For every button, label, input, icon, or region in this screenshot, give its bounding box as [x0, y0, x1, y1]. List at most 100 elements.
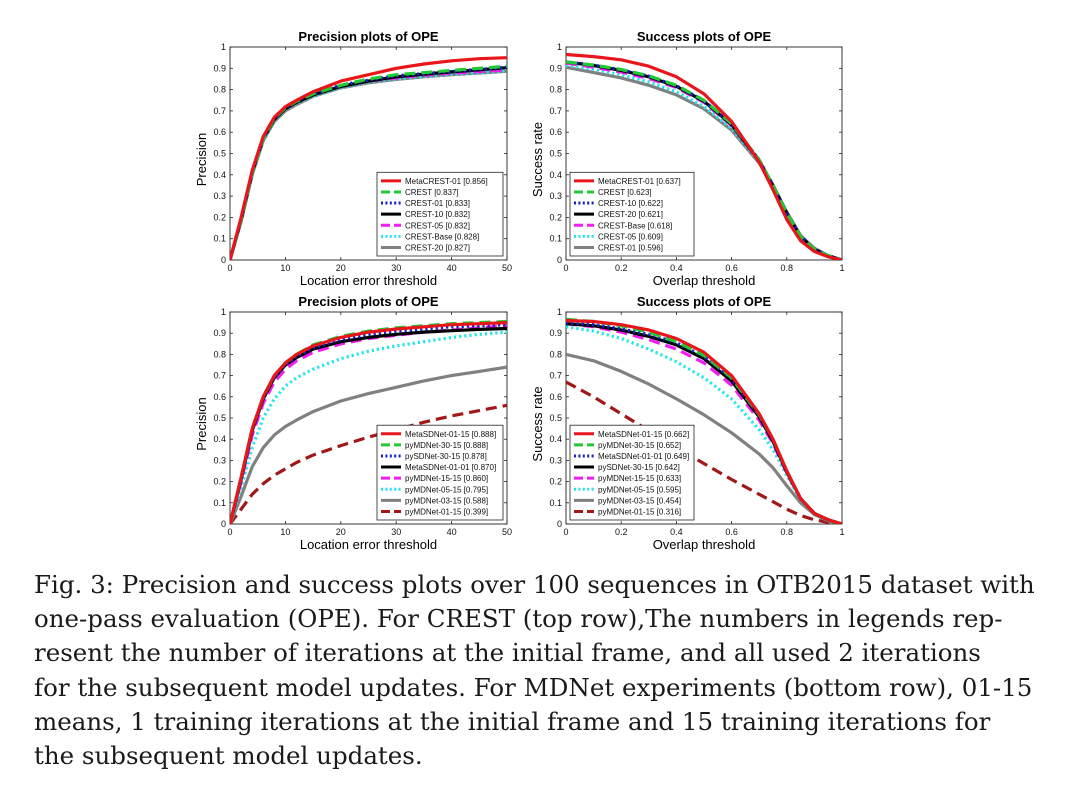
legend-entry: CREST-20 [0.621]: [598, 210, 663, 219]
series-line: [230, 403, 507, 524]
y-axis-label: Precision: [194, 397, 209, 450]
y-tick-label: 0.2: [549, 212, 562, 222]
legend: MetaCREST-01 [0.637] CREST [0.623] CREST-1…: [569, 171, 695, 257]
x-tick-label: 50: [502, 263, 512, 273]
y-axis-label: Precision: [194, 133, 209, 186]
legend-entry: CREST-Base [0.618]: [598, 221, 672, 230]
y-tick-label: 0.4: [549, 170, 562, 180]
y-tick-label: 0: [221, 519, 226, 529]
y-tick-label: 0.7: [549, 371, 562, 381]
figure-caption: Fig. 3: Precision and success plots over…: [34, 568, 1035, 773]
x-tick-label: 0.2: [615, 263, 628, 273]
chart-title: Precision plots of OPE: [298, 29, 438, 44]
y-tick-label: 0.9: [213, 63, 226, 73]
legend-entry: CREST-10 [0.832]: [405, 210, 470, 219]
legend-entry: CREST [0.837]: [405, 188, 459, 197]
legend-entry: MetaCREST-01 [0.856]: [405, 177, 488, 186]
legend-entry: MetaSDNet-01-01 [0.870]: [405, 463, 496, 472]
x-tick-label: 0.8: [781, 263, 794, 273]
x-tick-label: 0.2: [615, 527, 628, 537]
legend-entry: CREST-05 [0.609]: [598, 232, 663, 241]
series-line: [566, 325, 842, 524]
series-line: [566, 52, 842, 260]
legend-entry: MetaSDNet-01-15 [0.888]: [405, 430, 496, 439]
x-axis-label: Overlap threshold: [653, 273, 756, 288]
x-axis-label: Overlap threshold: [653, 537, 756, 552]
series-line: [230, 330, 507, 524]
y-tick-label: 0: [221, 255, 226, 265]
caption-line: the subsequent model updates.: [34, 741, 423, 771]
y-tick-label: 0.7: [213, 371, 226, 381]
legend-entry: CREST [0.623]: [598, 188, 652, 197]
legend-entry: CREST-05 [0.832]: [405, 221, 470, 230]
y-tick-label: 0.1: [213, 234, 226, 244]
caption-line: Fig. 3: Precision and success plots over…: [34, 570, 1035, 599]
y-tick-label: 0.8: [213, 85, 226, 95]
x-tick-label: 0.6: [725, 263, 738, 273]
chart-title: Precision plots of OPE: [298, 294, 438, 309]
figure-panels: 00.10.20.30.40.50.60.70.80.910 10 20 30 40 50…: [194, 29, 845, 552]
caption-line: for the subsequent model updates. For MD…: [34, 672, 1033, 702]
legend-entry: CREST-01 [0.833]: [405, 199, 470, 208]
legend-entry: MetaSDNet-01-15 [0.662]: [598, 430, 689, 439]
series-line: [230, 321, 507, 524]
y-tick-label: 0.5: [549, 413, 562, 423]
y-tick-label: 0.2: [213, 212, 226, 222]
y-tick-label: 0.3: [549, 455, 562, 465]
x-tick-label: 10: [280, 527, 290, 537]
y-tick-label: 0.5: [549, 149, 562, 159]
x-axis-label: Location error threshold: [300, 273, 437, 288]
series-line: [230, 365, 507, 524]
y-tick-label: 0.6: [213, 127, 226, 137]
y-tick-label: 0.7: [213, 106, 226, 116]
x-tick-label: 50: [502, 527, 512, 537]
y-tick-label: 0.4: [549, 434, 562, 444]
legend-entry: pySDNet-30-15 [0.642]: [598, 463, 680, 472]
y-tick-label: 0.6: [549, 127, 562, 137]
legend-entry: pySDNet-30-15 [0.878]: [405, 452, 487, 461]
legend-entry: CREST-01 [0.596]: [598, 243, 663, 252]
legend-entry: pyMDNet-15-15 [0.860]: [405, 474, 488, 483]
y-tick-label: 0.5: [213, 149, 226, 159]
y-tick-label: 0.9: [213, 328, 226, 338]
legend: MetaCREST-01 [0.856] CREST [0.837] CREST-0…: [376, 171, 504, 257]
x-tick-label: 20: [336, 527, 346, 537]
x-tick-label: 0: [227, 263, 232, 273]
panel-precision-crest: 00.10.20.30.40.50.60.70.80.910 10 20 30 40 50…: [194, 29, 512, 288]
legend-entry: CREST-Base [0.828]: [405, 232, 479, 241]
y-tick-label: 0.6: [549, 392, 562, 402]
series-line: [566, 318, 842, 524]
x-tick-label: 0.4: [670, 527, 683, 537]
y-tick-label: 0.8: [549, 85, 562, 95]
series-line: [566, 60, 842, 260]
caption-line: means, 1 training iterations at the init…: [34, 706, 991, 736]
legend-entry: pyMDNet-30-15 [0.652]: [598, 441, 681, 450]
y-tick-label: 0.9: [549, 328, 562, 338]
series-line: [230, 323, 507, 524]
y-tick-label: 0.8: [213, 349, 226, 359]
y-tick-label: 0.3: [213, 455, 226, 465]
y-tick-label: 0.1: [549, 498, 562, 508]
chart-title: Success plots of OPE: [637, 29, 772, 44]
y-tick-label: 0.9: [549, 63, 562, 73]
series-line: [566, 380, 842, 524]
y-tick-label: 0.2: [213, 477, 226, 487]
y-tick-label: 0.3: [213, 191, 226, 201]
y-tick-label: 1: [557, 307, 562, 317]
legend-entry: pyMDNet-01-15 [0.316]: [598, 507, 681, 516]
x-axis-label: Location error threshold: [300, 537, 437, 552]
x-tick-label: 1: [839, 527, 844, 537]
y-tick-label: 0: [557, 255, 562, 265]
x-tick-label: 30: [391, 263, 401, 273]
legend-entry: pyMDNet-03-15 [0.454]: [598, 496, 681, 505]
panel-precision-mdnet: 00.10.20.30.40.50.60.70.80.910 10 20 30 40 50…: [194, 294, 512, 552]
caption-line: resent the number of iterations at the i…: [34, 638, 981, 668]
panel-success-mdnet: 0 0.1 0.2 0.3 0.4 0.5 0.6 0.7 0.8 0.9 1 0 0.2 0.4 0.6 0…: [530, 294, 845, 552]
x-tick-label: 40: [447, 527, 457, 537]
legend-box: [376, 424, 504, 521]
y-tick-label: 0.3: [549, 191, 562, 201]
y-tick-label: 0.1: [213, 498, 226, 508]
series-line: [230, 56, 507, 260]
legend-entry: pyMDNet-05-15 [0.795]: [405, 485, 488, 494]
y-tick-label: 0.5: [213, 413, 226, 423]
